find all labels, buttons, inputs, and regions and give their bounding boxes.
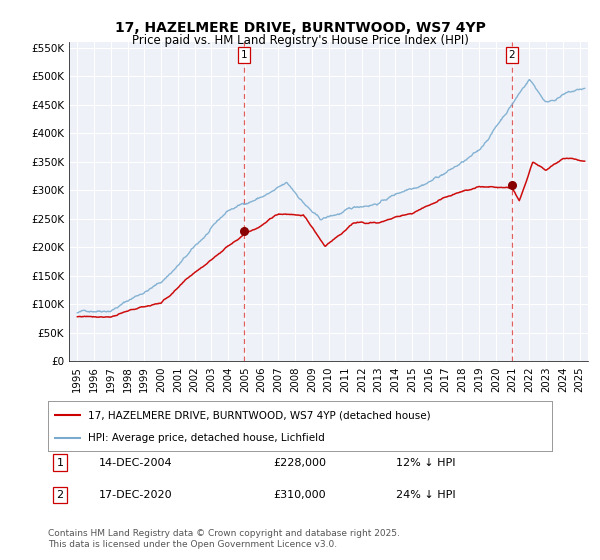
Text: 24% ↓ HPI: 24% ↓ HPI — [396, 490, 455, 500]
Text: HPI: Average price, detached house, Lichfield: HPI: Average price, detached house, Lich… — [88, 433, 325, 444]
Text: 1: 1 — [241, 50, 247, 60]
Text: 1: 1 — [56, 458, 64, 468]
Text: 17, HAZELMERE DRIVE, BURNTWOOD, WS7 4YP: 17, HAZELMERE DRIVE, BURNTWOOD, WS7 4YP — [115, 21, 485, 35]
Text: 17-DEC-2020: 17-DEC-2020 — [99, 490, 173, 500]
Text: Contains HM Land Registry data © Crown copyright and database right 2025.
This d: Contains HM Land Registry data © Crown c… — [48, 529, 400, 549]
Text: Price paid vs. HM Land Registry's House Price Index (HPI): Price paid vs. HM Land Registry's House … — [131, 34, 469, 46]
Text: 14-DEC-2004: 14-DEC-2004 — [99, 458, 173, 468]
Text: 17, HAZELMERE DRIVE, BURNTWOOD, WS7 4YP (detached house): 17, HAZELMERE DRIVE, BURNTWOOD, WS7 4YP … — [88, 410, 431, 420]
Text: £228,000: £228,000 — [273, 458, 326, 468]
Text: 12% ↓ HPI: 12% ↓ HPI — [396, 458, 455, 468]
Text: 2: 2 — [509, 50, 515, 60]
Text: 2: 2 — [56, 490, 64, 500]
Text: £310,000: £310,000 — [273, 490, 326, 500]
